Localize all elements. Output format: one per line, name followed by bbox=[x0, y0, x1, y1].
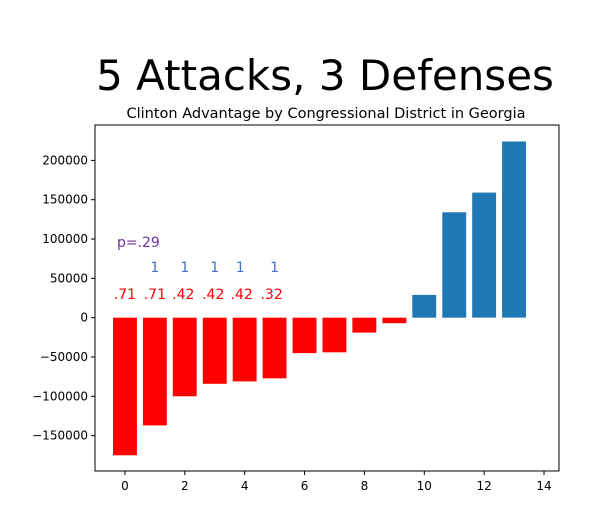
p-value-annotation: p=.29 bbox=[117, 235, 160, 251]
bar-district-3 bbox=[202, 317, 227, 384]
bar-district-7 bbox=[322, 317, 347, 353]
bar-district-1 bbox=[142, 317, 167, 426]
bar-district-0 bbox=[113, 317, 137, 456]
blue-annotation: 1 bbox=[236, 260, 245, 276]
bar-district-10 bbox=[412, 294, 437, 318]
y-tick-label: −150000 bbox=[32, 429, 88, 443]
red-annotation: .42 bbox=[231, 287, 253, 303]
y-tick-label: 50000 bbox=[50, 271, 88, 285]
red-annotation: .42 bbox=[172, 287, 194, 303]
x-tick-label: 14 bbox=[536, 479, 551, 493]
y-tick-label: −50000 bbox=[40, 350, 88, 364]
bar-district-2 bbox=[172, 317, 197, 397]
x-tick-label: 12 bbox=[477, 479, 492, 493]
bar-district-12 bbox=[472, 192, 497, 318]
axes-frame bbox=[94, 124, 560, 472]
y-tick-label: 100000 bbox=[42, 232, 88, 246]
plot-area: 0 2 4 6 8 10 12 14 −150000 −100000 −50000 0 50000 100… bbox=[32, 124, 560, 493]
blue-annotation: 1 bbox=[150, 260, 159, 276]
y-tick-label: 0 bbox=[80, 311, 88, 325]
y-tick-label: −100000 bbox=[32, 389, 88, 403]
x-tick-label: 0 bbox=[121, 479, 129, 493]
x-tick-label: 6 bbox=[301, 479, 309, 493]
bar-district-9 bbox=[382, 317, 407, 324]
blue-annotation: 1 bbox=[180, 260, 189, 276]
red-annotation: .71 bbox=[114, 287, 136, 303]
bar-district-5 bbox=[262, 317, 287, 379]
blue-annotation: 1 bbox=[210, 260, 219, 276]
bar-district-11 bbox=[442, 212, 467, 318]
y-tick-label: 200000 bbox=[42, 153, 88, 167]
chart-title: Clinton Advantage by Congressional Distr… bbox=[127, 106, 526, 122]
x-tick-label: 2 bbox=[181, 479, 189, 493]
red-annotation: .42 bbox=[202, 287, 224, 303]
red-annotation: .32 bbox=[260, 287, 282, 303]
x-tick-label: 8 bbox=[361, 479, 369, 493]
x-tick-label: 10 bbox=[417, 479, 432, 493]
bar-district-13 bbox=[502, 141, 526, 318]
red-annotation: .71 bbox=[144, 287, 166, 303]
y-tick-label: 150000 bbox=[42, 193, 88, 207]
bar-district-6 bbox=[292, 317, 317, 354]
bar-district-8 bbox=[352, 317, 377, 333]
slide-title: 5 Attacks, 3 Defenses bbox=[96, 51, 554, 100]
x-tick-label: 4 bbox=[241, 479, 249, 493]
blue-annotation: 1 bbox=[270, 260, 279, 276]
bar-district-4 bbox=[232, 317, 257, 382]
